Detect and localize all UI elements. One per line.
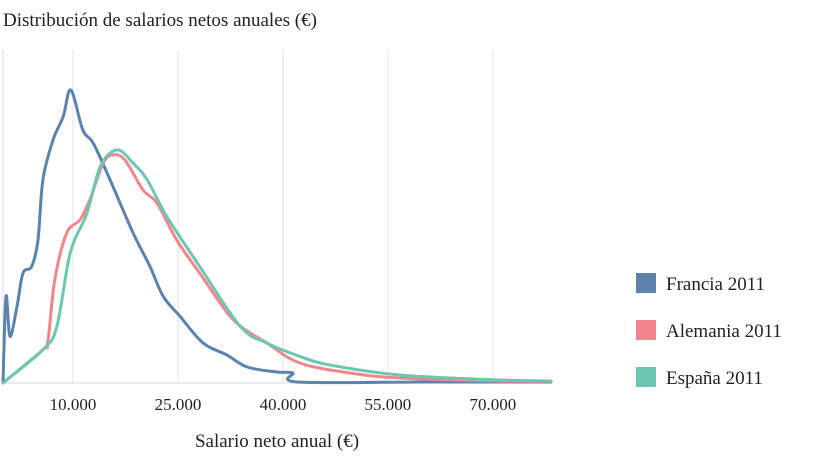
x-tick-label: 25.000: [155, 395, 202, 414]
legend-label: Alemania 2011: [666, 321, 782, 342]
x-tick-label: 55.000: [365, 395, 412, 414]
legend-swatch: [636, 273, 656, 293]
legend-swatch: [636, 367, 656, 387]
legend-label: Francia 2011: [666, 274, 765, 295]
x-tick-label: 40.000: [260, 395, 307, 414]
legend: Francia 2011 Alemania 2011 España 2011: [636, 273, 782, 389]
legend-swatch: [636, 320, 656, 340]
series-line-1: [1, 88, 553, 385]
grid: [72, 50, 494, 383]
chart-title: Distribución de salarios netos anuales (…: [3, 10, 317, 31]
series-lines: [1, 88, 553, 385]
legend-label: España 2011: [666, 368, 763, 389]
series-line-3: [1, 148, 553, 385]
x-tick-label: 10.000: [50, 395, 97, 414]
x-tick-labels: 10.000 25.000 40.000 55.000 70.000: [50, 395, 517, 414]
x-axis-label: Salario neto anual (€): [195, 431, 359, 452]
series-line-2: [1, 153, 553, 385]
x-tick-label: 70.000: [470, 395, 517, 414]
